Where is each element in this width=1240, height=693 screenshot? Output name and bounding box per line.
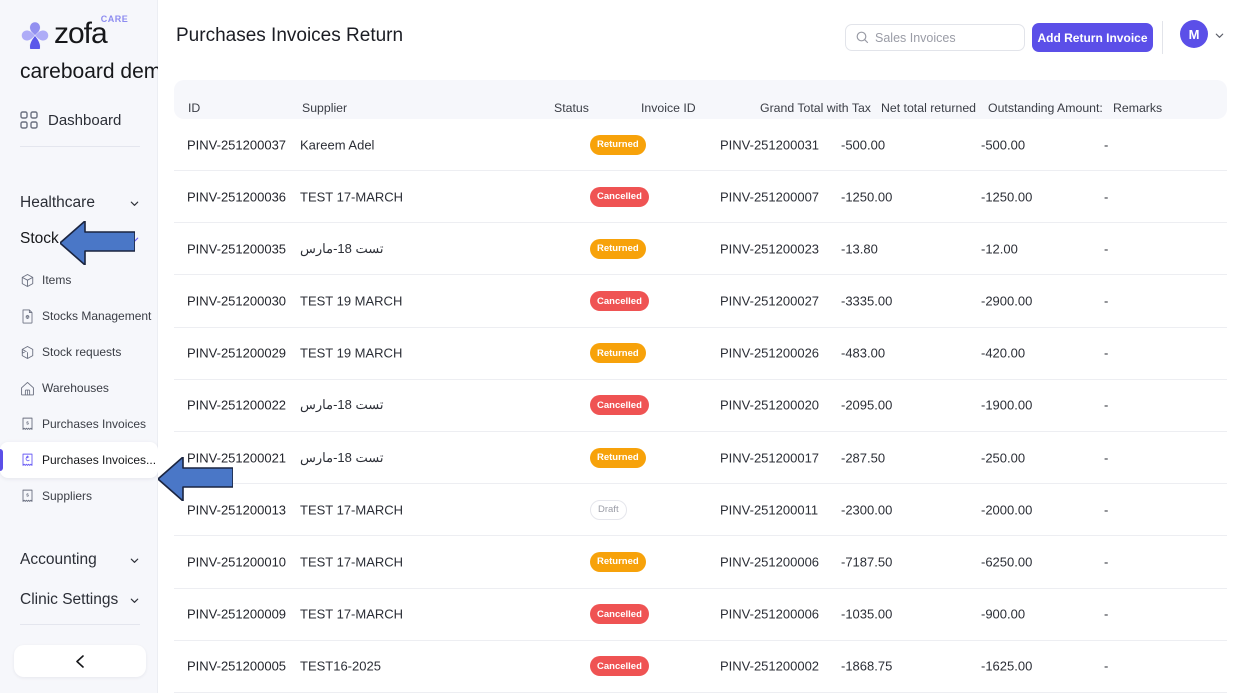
- svg-text:$: $: [26, 492, 29, 498]
- svg-text:$: $: [26, 420, 29, 426]
